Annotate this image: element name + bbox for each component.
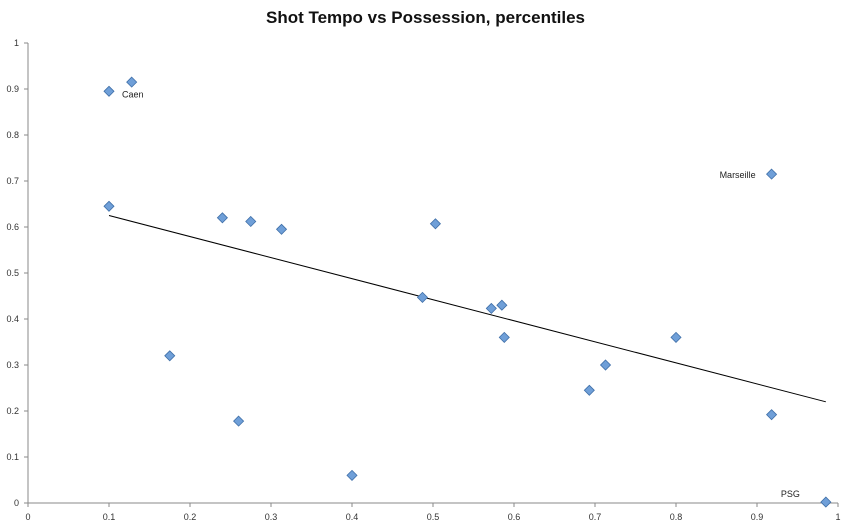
data-point	[498, 331, 510, 343]
x-tick-label: 0.4	[346, 512, 359, 522]
trendline	[108, 215, 826, 403]
x-tick-label: 0.1	[103, 512, 116, 522]
data-point	[103, 200, 115, 212]
y-tick-label: 0.5	[6, 268, 19, 278]
data-point	[766, 409, 778, 421]
data-point	[275, 223, 288, 235]
y-tick-label: 0.9	[6, 84, 19, 94]
data-point	[164, 350, 176, 362]
data-point	[583, 384, 595, 396]
data-point	[126, 76, 138, 88]
x-tick-label: 0.8	[670, 512, 683, 522]
x-tick-label: 0	[25, 512, 30, 522]
point-label-psg: PSG	[781, 489, 800, 499]
y-tick-label: 0.4	[6, 314, 19, 324]
data-point	[670, 331, 682, 343]
data-point	[766, 168, 778, 180]
x-tick-label: 0.6	[508, 512, 521, 522]
data-point	[820, 496, 832, 508]
axes	[24, 42, 839, 507]
data-point	[496, 299, 508, 311]
data-points	[103, 76, 832, 508]
data-point	[485, 302, 497, 314]
x-tick-label: 0.3	[265, 512, 278, 522]
y-tick-label: 0.8	[6, 130, 19, 140]
y-tick-label: 0	[14, 498, 19, 508]
y-tick-label: 0.2	[6, 406, 19, 416]
x-tick-label: 0.5	[427, 512, 440, 522]
data-point	[599, 359, 612, 371]
y-tick-label: 0.1	[6, 452, 19, 462]
point-label-marseille: Marseille	[720, 170, 756, 180]
data-point	[245, 215, 257, 228]
x-tick-label: 0.2	[184, 512, 197, 522]
point-labels: Caen Marseille PSG	[122, 89, 800, 499]
y-tick-label: 1	[14, 38, 19, 48]
tick-labels: 0 0.1 0.2 0.3 0.4 0.5 0.6 0.7 0.8 0.9 1 0 0.1 0.2 0.3 0…	[6, 38, 840, 522]
chart-title: Shot Tempo vs Possession, percentiles	[265, 8, 585, 27]
x-tick-label: 0.7	[589, 512, 602, 522]
y-tick-label: 0.7	[6, 176, 19, 186]
data-point	[416, 291, 429, 303]
point-label-caen: Caen	[122, 89, 144, 99]
data-point	[216, 212, 228, 224]
data-point	[429, 218, 441, 230]
data-point	[346, 469, 358, 481]
y-tick-label: 0.6	[6, 222, 19, 232]
trendline-group	[108, 215, 826, 403]
x-tick-label: 0.9	[751, 512, 764, 522]
data-point	[103, 85, 115, 97]
x-tick-label: 1	[835, 512, 840, 522]
y-tick-label: 0.3	[6, 360, 19, 370]
data-point	[233, 415, 245, 427]
